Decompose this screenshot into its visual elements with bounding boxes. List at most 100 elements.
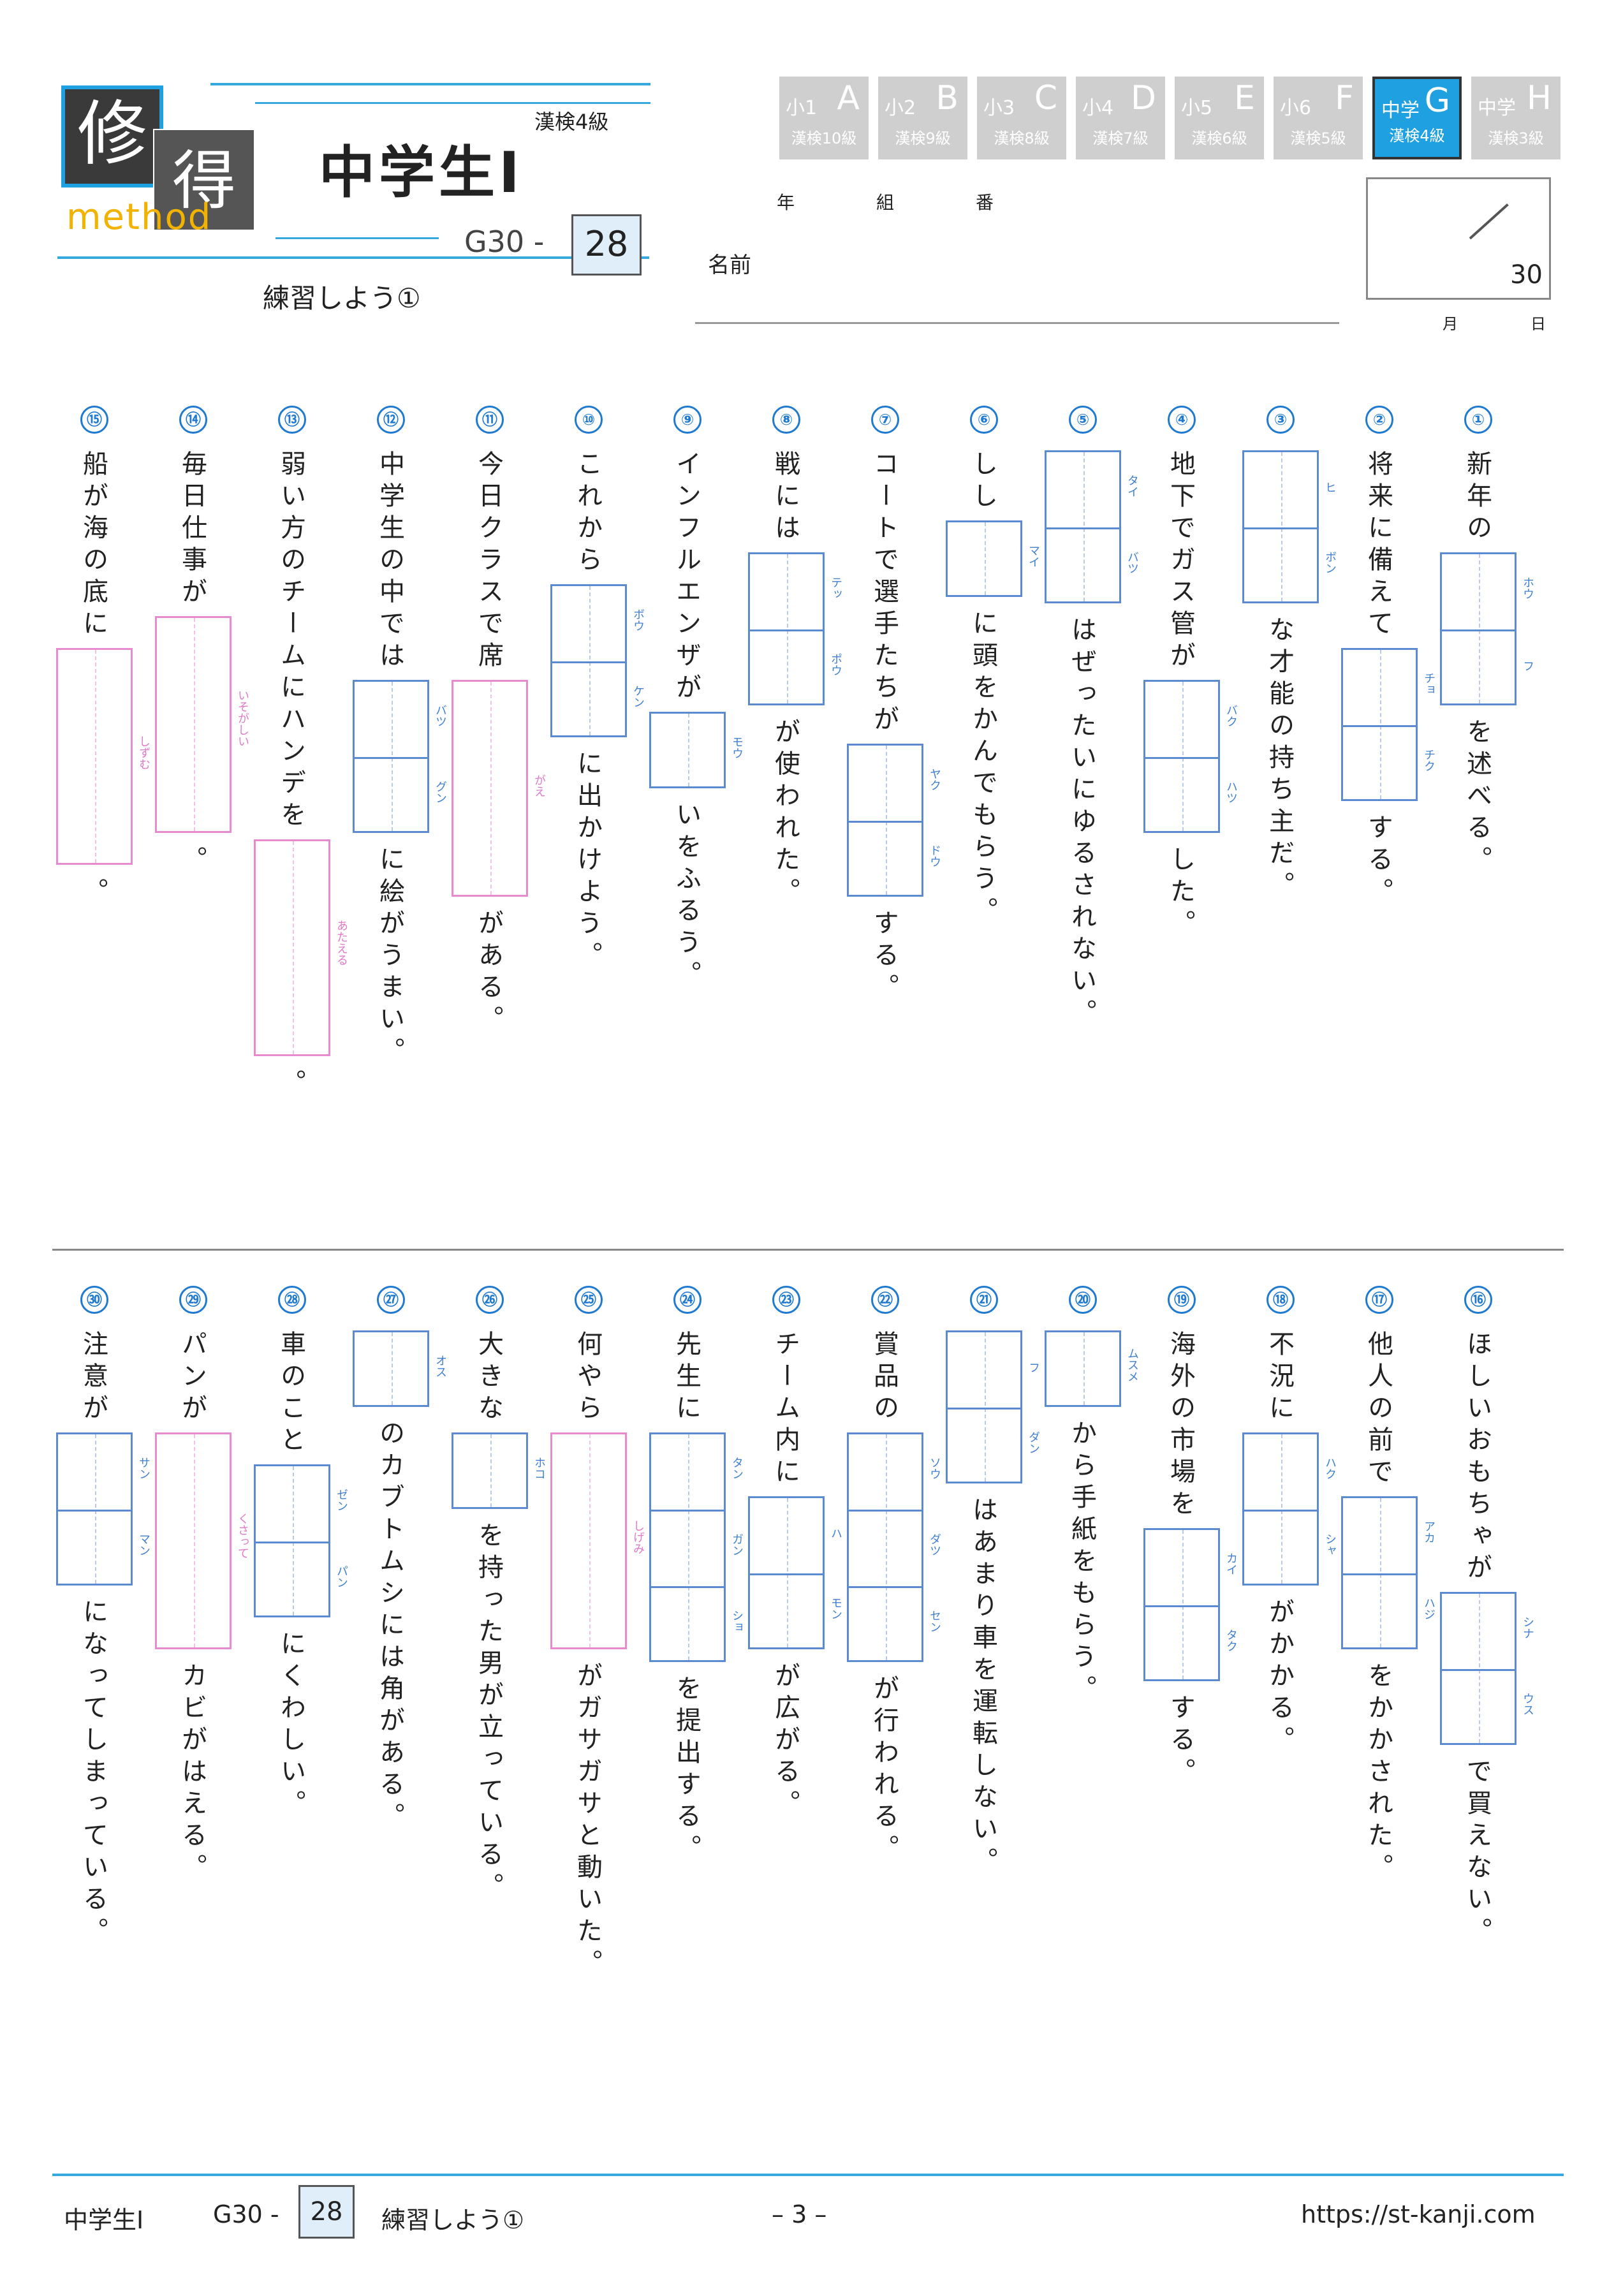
section-divider [52, 1249, 1564, 1251]
grade-tab-d[interactable]: 小4 D 漢検7級 [1076, 77, 1165, 159]
answer-box[interactable] [847, 1432, 923, 1662]
grade-tab-a[interactable]: 小1 A 漢検10級 [779, 77, 869, 159]
question-number: ⑥ [970, 406, 998, 434]
question-text-after: 。 [78, 878, 108, 909]
furigana-hint: ダン [1027, 1431, 1040, 1454]
tab-letter: B [936, 79, 958, 117]
grade-tab-b[interactable]: 小2 B 漢検9級 [878, 77, 967, 159]
tab-letter: G [1424, 82, 1450, 120]
furigana-hint: グン [434, 781, 447, 804]
code-number: 28 [571, 214, 642, 276]
furigana-hint: モン [829, 1597, 842, 1620]
logo-word: method [66, 196, 212, 238]
furigana-hint: ボウ [631, 608, 645, 631]
question-text-after: のカブトムシには角がある。 [375, 1420, 404, 1834]
question-text-after: いをふるう。 [672, 801, 701, 992]
grade-tab-f[interactable]: 小6 F 漢検5級 [1274, 77, 1363, 159]
furigana-hint: バツ [434, 704, 447, 727]
tab-kanken: 漢検8級 [994, 129, 1050, 147]
answer-box[interactable] [946, 1330, 1022, 1483]
furigana-hint: シャ [1323, 1533, 1337, 1556]
answer-box[interactable] [748, 552, 825, 705]
month-label: 月 [1443, 315, 1458, 333]
answer-box[interactable] [1341, 648, 1418, 801]
answer-box[interactable] [649, 1432, 726, 1662]
furigana-hint: チョ [1422, 672, 1436, 695]
furigana-hint: ヤク [928, 768, 941, 791]
answer-box[interactable] [1045, 450, 1121, 603]
question-text-before: ほしいおもちゃが [1462, 1330, 1492, 1586]
answer-box[interactable] [1440, 552, 1517, 705]
footer-url[interactable]: https://st-kanji.com [1301, 2200, 1536, 2228]
answer-box[interactable] [1143, 680, 1220, 833]
grade-tab-e[interactable]: 小5 E 漢検6級 [1175, 77, 1264, 159]
question-text-before: 大きな [474, 1330, 503, 1426]
grade-tab-h[interactable]: 中学 H 漢検3級 [1471, 77, 1561, 159]
answer-box[interactable] [847, 744, 923, 897]
name-field[interactable] [695, 322, 1339, 324]
answer-box[interactable] [649, 712, 726, 788]
answer-box[interactable] [254, 1464, 330, 1617]
code-prefix: G30 - [464, 224, 545, 259]
header-rule-top-2 [255, 102, 650, 104]
answer-box[interactable] [353, 1330, 429, 1407]
furigana-hint: フ [1027, 1362, 1040, 1373]
question-text-before: 海外の市場を [1166, 1330, 1195, 1522]
answer-box[interactable] [1143, 1528, 1220, 1681]
answer-box[interactable] [946, 520, 1022, 597]
tab-grade: 小5 [1181, 97, 1213, 119]
question-number: ⑦ [871, 406, 899, 434]
answer-box[interactable] [254, 839, 330, 1056]
question-number: ④ [1168, 406, 1196, 434]
tab-grade: 小6 [1280, 97, 1312, 119]
furigana-hint: チク [1422, 749, 1436, 772]
question-number: ㉓ [772, 1286, 800, 1314]
answer-box[interactable] [155, 616, 231, 833]
answer-box[interactable] [353, 680, 429, 833]
score-box[interactable] [1366, 177, 1551, 300]
question-text-after: をかかされた。 [1363, 1662, 1393, 1885]
tab-grade: 小3 [983, 97, 1015, 119]
answer-box[interactable] [550, 1432, 627, 1649]
answer-box[interactable] [56, 648, 133, 865]
question-text-before: 車のこと [276, 1330, 305, 1458]
furigana-hint: タイ [1126, 475, 1139, 497]
furigana-hint: くさって [236, 1513, 249, 1559]
question-text-after: がガサガサと動いた。 [573, 1662, 602, 1981]
year-label: 年 [777, 192, 795, 213]
answer-box[interactable] [1341, 1496, 1418, 1649]
furigana-hint: アカ [1422, 1520, 1436, 1543]
answer-box[interactable] [1045, 1330, 1121, 1407]
question-number: ⑫ [377, 406, 405, 434]
question-text-before: しし [968, 450, 997, 514]
question-number: ① [1464, 406, 1492, 434]
answer-box[interactable] [550, 584, 627, 737]
footer-title: 中学生Ⅰ [64, 2206, 144, 2234]
answer-box[interactable] [1440, 1592, 1517, 1745]
answer-box[interactable] [56, 1432, 133, 1586]
answer-box[interactable] [748, 1496, 825, 1649]
logo-char-2: 得 [153, 129, 255, 231]
question-text-after: を持った男が立っている。 [474, 1522, 503, 1904]
question-text-after: 。 [177, 846, 207, 878]
answer-box[interactable] [1242, 450, 1319, 603]
tab-kanken: 漢検3級 [1488, 129, 1544, 147]
question-text-after: する。 [1363, 814, 1393, 909]
furigana-hint: シナ [1521, 1616, 1534, 1639]
grade-tab-g[interactable]: 中学 G 漢検4級 [1372, 77, 1462, 159]
answer-box[interactable] [452, 680, 528, 897]
question-text-after: に出かけよう。 [573, 750, 602, 973]
tab-kanken: 漢検7級 [1092, 129, 1149, 147]
question-text-before: インフルエンザが [672, 450, 701, 705]
answer-box[interactable] [452, 1432, 528, 1509]
question-text-before: パンが [177, 1330, 207, 1426]
question-text-after: に絵がうまい。 [375, 846, 404, 1069]
question-text-before: 中学生の中では [375, 450, 404, 673]
question-text-after: 。 [276, 1069, 305, 1101]
furigana-hint: ホウ [1521, 577, 1534, 600]
grade-tab-c[interactable]: 小3 C 漢検8級 [977, 77, 1066, 159]
answer-box[interactable] [155, 1432, 231, 1649]
question-text-before: 何やら [573, 1330, 602, 1426]
answer-box[interactable] [1242, 1432, 1319, 1586]
furigana-hint: ケン [631, 685, 645, 708]
